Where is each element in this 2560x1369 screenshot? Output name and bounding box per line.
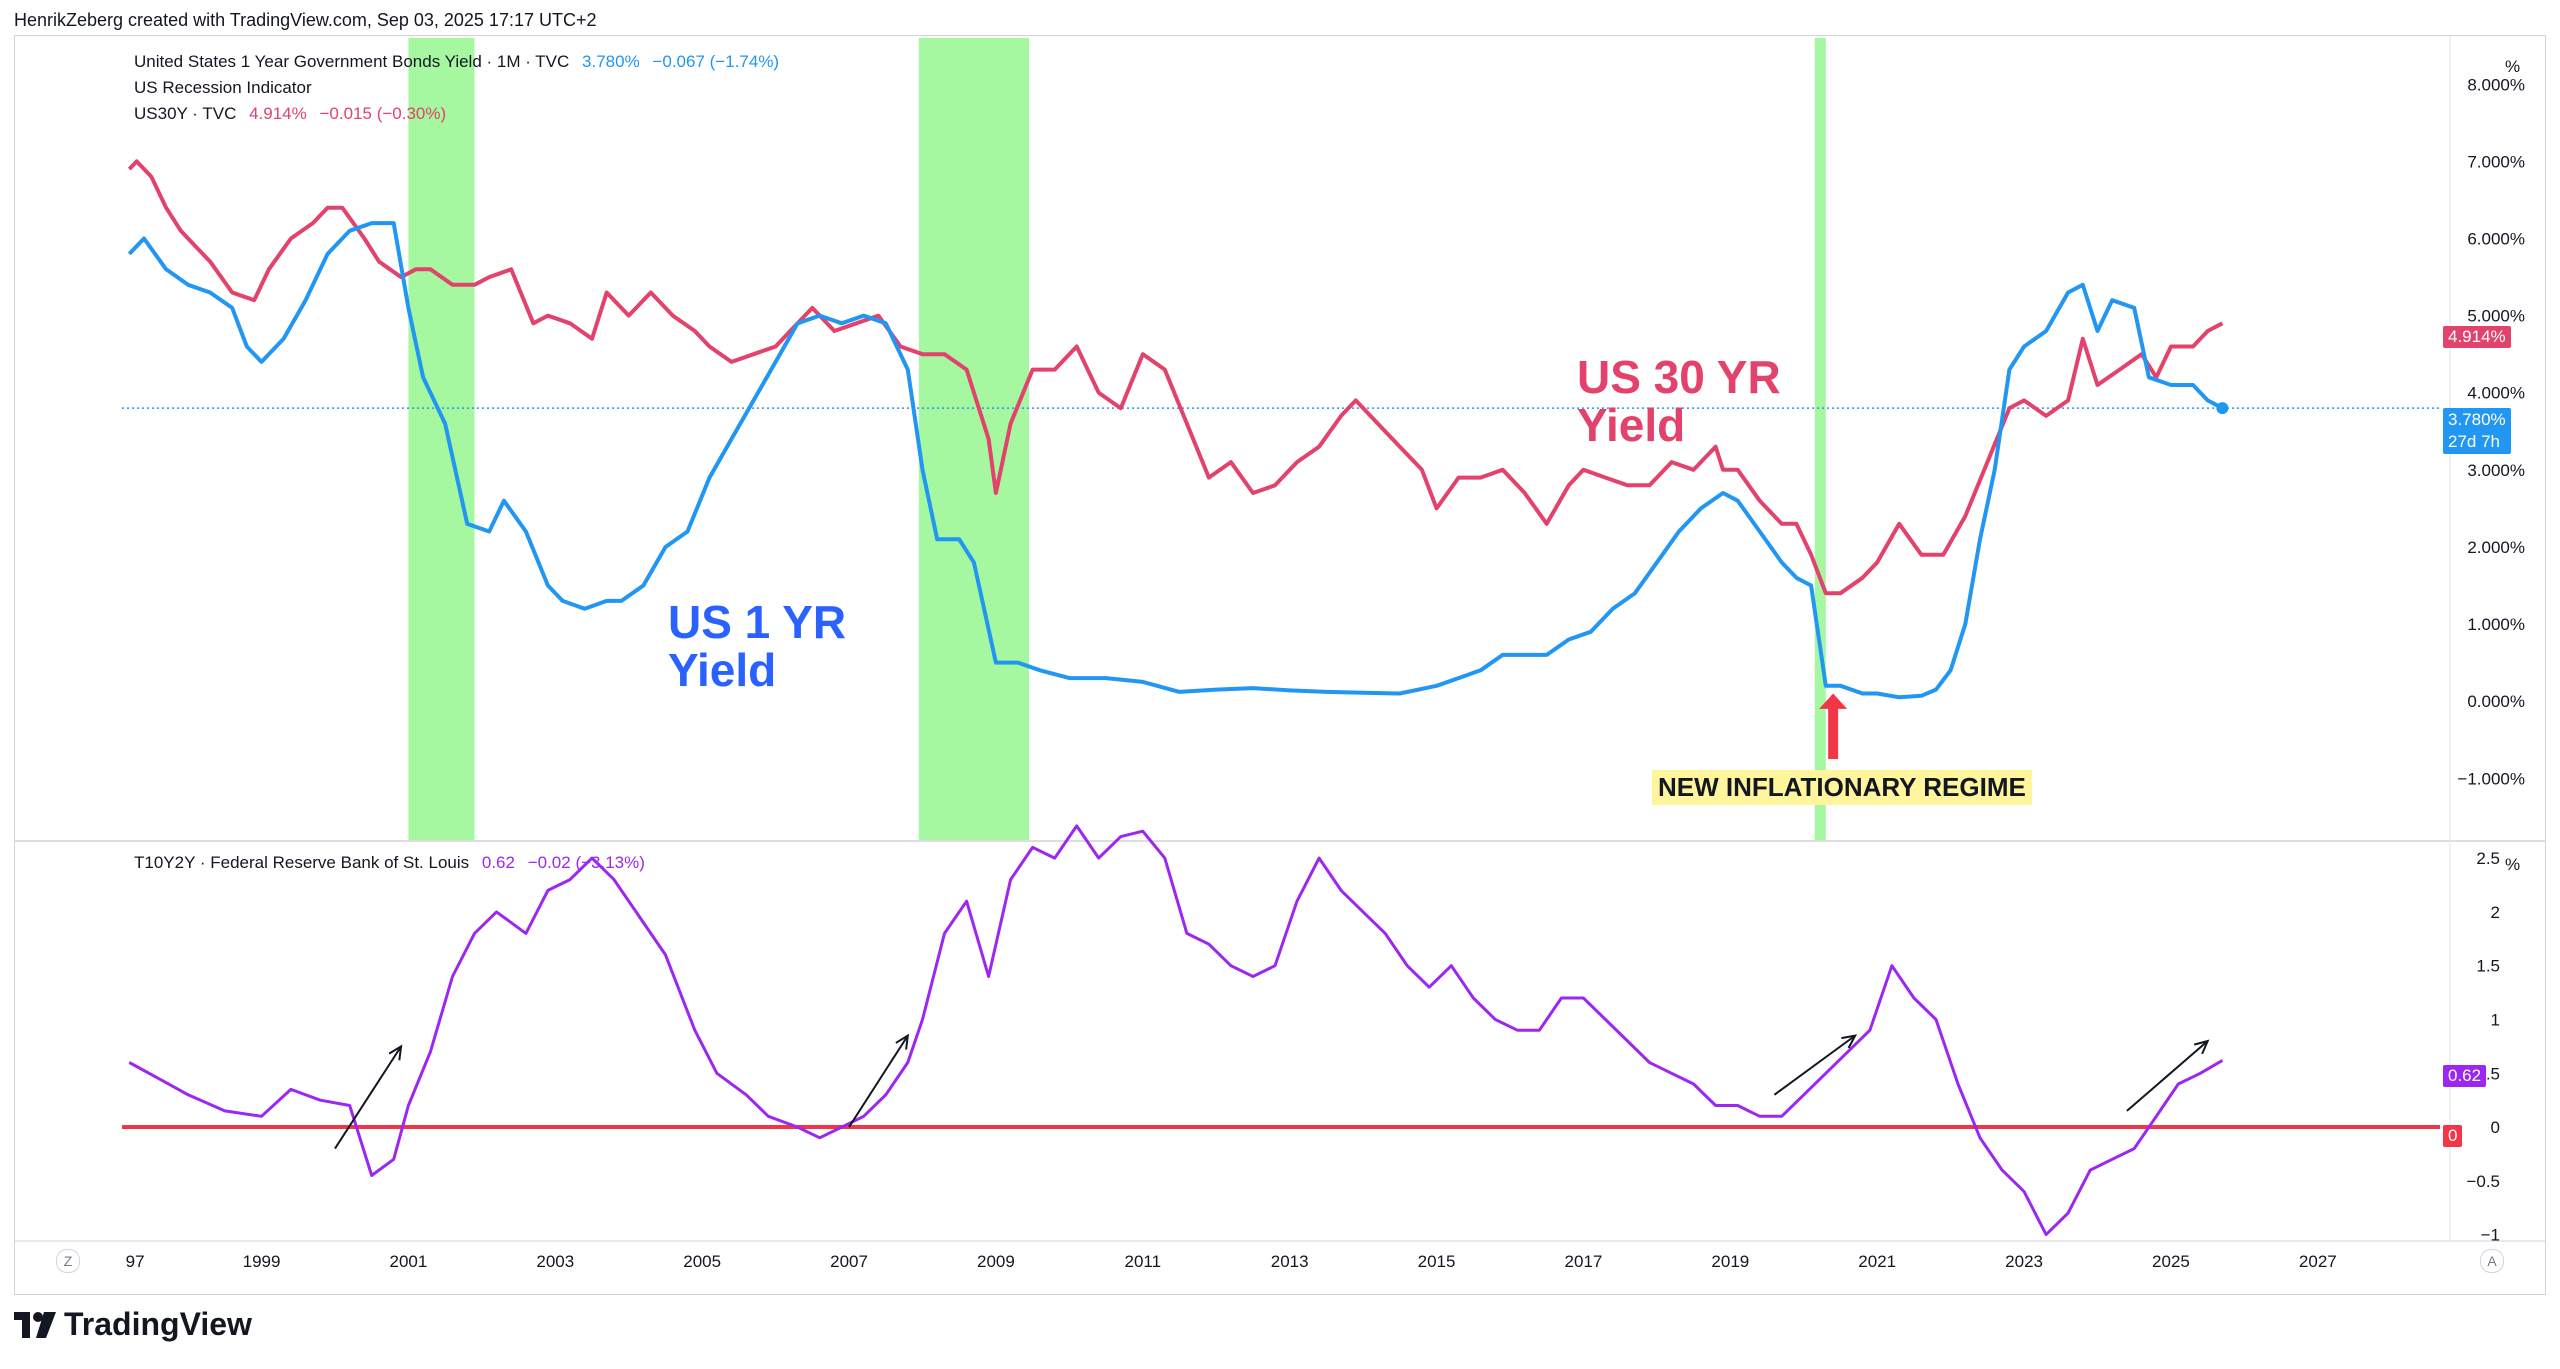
x-tick-label: 1999 bbox=[243, 1252, 281, 1271]
recession-band bbox=[918, 38, 1029, 840]
trend-arrow-line bbox=[1773, 1034, 1856, 1096]
trend-arrow-head bbox=[2193, 1039, 2210, 1055]
x-tick-label: 2025 bbox=[2152, 1252, 2190, 1271]
y-axis-unit-top: % bbox=[2505, 57, 2520, 76]
recession-legend-name: US Recession Indicator bbox=[134, 78, 312, 97]
x-tick-label: 97 bbox=[126, 1252, 145, 1271]
us1y-line bbox=[127, 221, 2224, 700]
recession-band bbox=[408, 38, 475, 840]
x-tick-label: 2007 bbox=[830, 1252, 868, 1271]
trend-arrow-head bbox=[895, 1033, 910, 1050]
us1y-last-point bbox=[2216, 402, 2229, 415]
spread-legend-change: −0.02 (−3.13%) bbox=[527, 853, 645, 872]
us30y-legend-value: 4.914% bbox=[249, 104, 307, 123]
recession-band bbox=[1814, 38, 1826, 840]
y-tick-label-top: 6.000% bbox=[2467, 230, 2525, 249]
us30yr-annotation-line2: Yield bbox=[1577, 399, 1686, 451]
trend-arrow-head bbox=[1841, 1034, 1858, 1049]
regime-annotation: NEW INFLATIONARY REGIME bbox=[1652, 770, 2032, 805]
x-tick-label: 2009 bbox=[977, 1252, 1015, 1271]
tradingview-logo-text: TradingView bbox=[64, 1306, 252, 1342]
y-tick-label-bottom: 0 bbox=[2491, 1118, 2500, 1137]
y-tick-label-top: 4.000% bbox=[2467, 384, 2525, 403]
auto-scale-button[interactable]: A bbox=[2480, 1249, 2504, 1273]
trend-arrow-line bbox=[848, 1035, 909, 1128]
us1yr-annotation-line1: US 1 YR bbox=[668, 596, 847, 648]
zoom-reset-button[interactable]: Z bbox=[56, 1249, 80, 1273]
tradingview-logo: TradingView bbox=[14, 1306, 252, 1343]
us1yr-annotation: US 1 YR Yield bbox=[668, 598, 846, 694]
y-tick-label-bottom: −0.5 bbox=[2466, 1172, 2500, 1191]
spread-price-badge: 0.62 bbox=[2443, 1065, 2487, 1087]
us30y-line bbox=[127, 159, 2224, 596]
x-tick-label: 2023 bbox=[2005, 1252, 2043, 1271]
y-axis-unit-bottom: % bbox=[2505, 855, 2520, 874]
y-tick-label-top: 5.000% bbox=[2467, 307, 2525, 326]
chart-frame bbox=[14, 35, 2546, 1295]
us1y-legend-change: −0.067 (−1.74%) bbox=[652, 52, 780, 71]
x-tick-label: 2017 bbox=[1565, 1252, 1603, 1271]
t10y2y-line bbox=[128, 824, 2224, 1237]
trend-arrow-line bbox=[334, 1045, 402, 1150]
x-tick-label: 2011 bbox=[1125, 1252, 1162, 1271]
trend-arrow-line bbox=[2126, 1040, 2209, 1112]
x-tick-label: 2021 bbox=[1858, 1252, 1896, 1271]
x-tick-label: 2019 bbox=[1711, 1252, 1749, 1271]
trend-arrow-head bbox=[388, 1044, 403, 1061]
us30y-legend-name: US30Y · TVC bbox=[134, 104, 237, 123]
x-tick-label: 2015 bbox=[1418, 1252, 1456, 1271]
us30yr-annotation-line1: US 30 YR bbox=[1577, 351, 1781, 403]
x-tick-label: 2005 bbox=[683, 1252, 721, 1271]
us1y-legend-name: United States 1 Year Government Bonds Yi… bbox=[134, 52, 570, 71]
y-tick-label-top: 1.000% bbox=[2467, 615, 2525, 634]
x-tick-label: 2013 bbox=[1271, 1252, 1309, 1271]
x-tick-label: 2027 bbox=[2299, 1252, 2337, 1271]
us1y-countdown: 27d 7h bbox=[2448, 432, 2500, 451]
recession-legend[interactable]: US Recession Indicator bbox=[134, 78, 320, 98]
y-tick-label-top: 7.000% bbox=[2467, 152, 2525, 171]
us1yr-annotation-line2: Yield bbox=[668, 644, 777, 696]
x-tick-label: 2003 bbox=[536, 1252, 574, 1271]
y-tick-label-top: 0.000% bbox=[2467, 692, 2525, 711]
y-tick-label-top: 2.000% bbox=[2467, 538, 2525, 557]
us1y-legend-value: 3.780% bbox=[582, 52, 640, 71]
spread-legend-value: 0.62 bbox=[481, 853, 515, 872]
y-tick-label-top: 3.000% bbox=[2467, 461, 2525, 480]
spread-legend[interactable]: T10Y2Y · Federal Reserve Bank of St. Lou… bbox=[134, 853, 653, 873]
y-tick-label-bottom: −1 bbox=[2481, 1226, 2500, 1245]
spread-legend-name: T10Y2Y · Federal Reserve Bank of St. Lou… bbox=[134, 853, 470, 872]
us30y-legend-change: −0.015 (−0.30%) bbox=[319, 104, 447, 123]
x-tick-label: 2001 bbox=[389, 1252, 427, 1271]
y-tick-label-top: −1.000% bbox=[2457, 769, 2525, 788]
chart-attribution: HenrikZeberg created with TradingView.co… bbox=[14, 10, 597, 30]
us1y-price-badge-value: 3.780% bbox=[2448, 410, 2506, 429]
y-tick-label-bottom: 2.5 bbox=[2476, 849, 2500, 868]
us30y-price-badge: 4.914% bbox=[2443, 326, 2511, 348]
y-tick-label-bottom: 1 bbox=[2491, 1010, 2500, 1029]
y-tick-label-bottom: 2 bbox=[2491, 903, 2500, 922]
us1y-price-badge: 3.780% 27d 7h bbox=[2443, 408, 2511, 454]
us30y-legend[interactable]: US30Y · TVC 4.914% −0.015 (−0.30%) bbox=[134, 104, 454, 124]
zero-line-badge: 0 bbox=[2443, 1125, 2463, 1147]
red-up-arrow bbox=[1819, 693, 1848, 760]
tradingview-logo-icon bbox=[14, 1311, 56, 1338]
y-tick-label-top: 8.000% bbox=[2467, 75, 2525, 94]
us1y-legend[interactable]: United States 1 Year Government Bonds Yi… bbox=[134, 52, 787, 72]
us30yr-annotation: US 30 YR Yield bbox=[1577, 353, 1781, 449]
y-tick-label-bottom: 1.5 bbox=[2476, 957, 2500, 976]
